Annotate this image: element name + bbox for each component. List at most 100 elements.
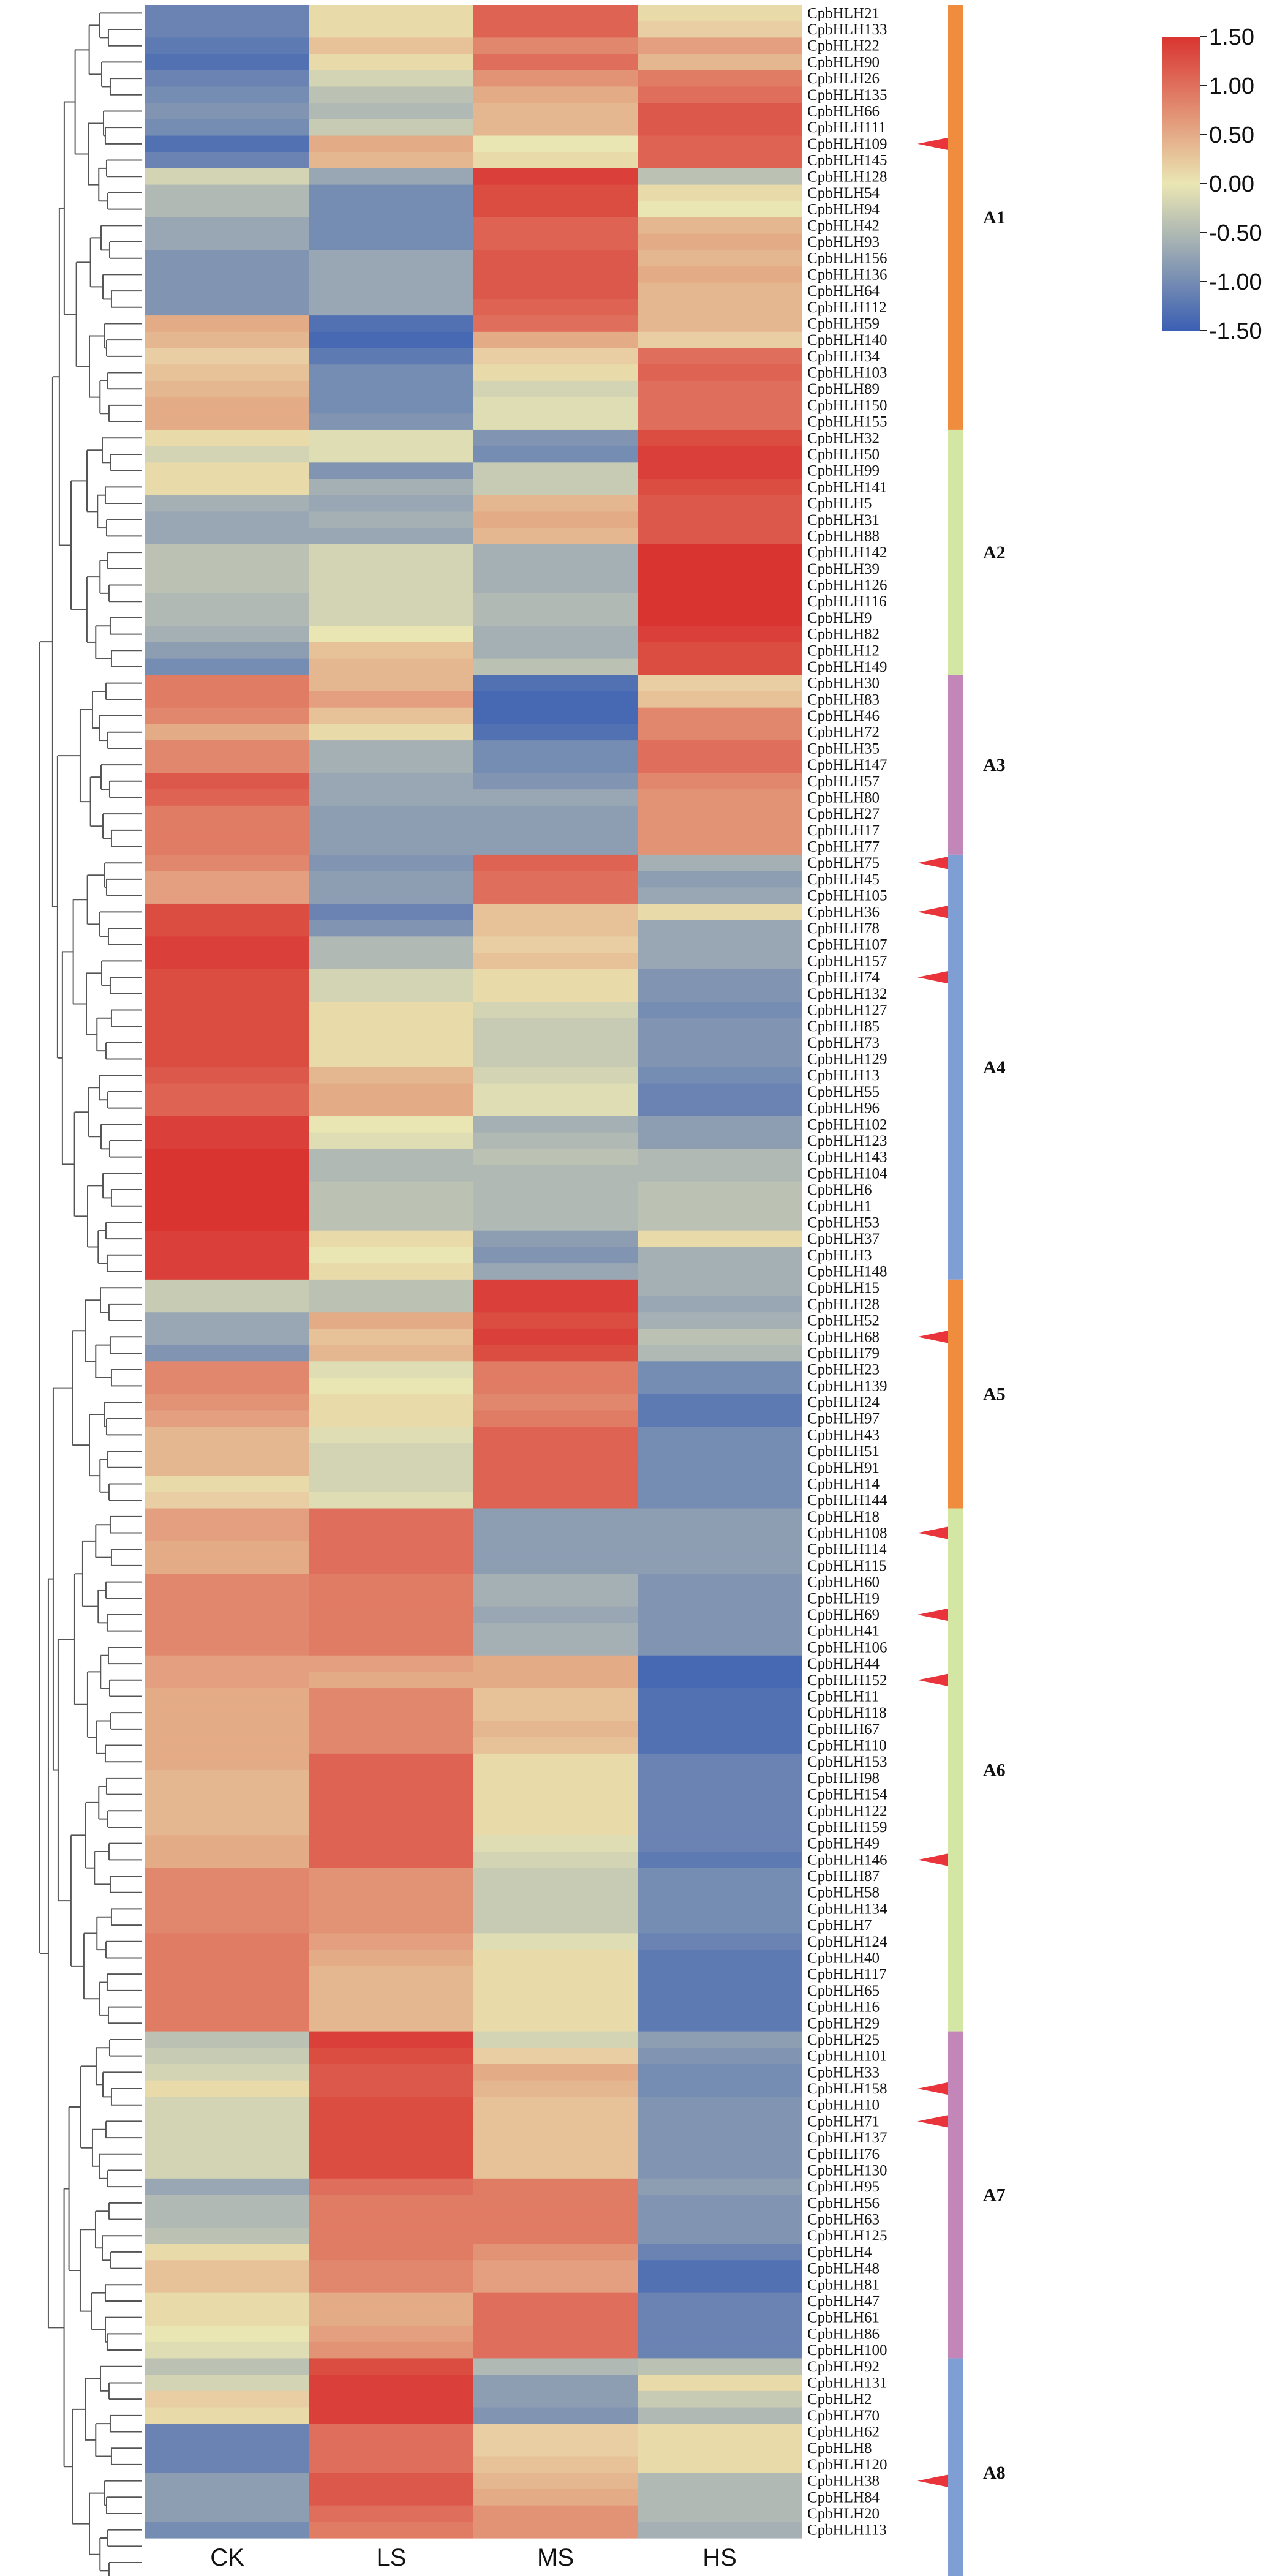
heatmap-cell [145,233,310,250]
heatmap-cell [473,773,638,790]
heatmap-cell [145,805,310,823]
heatmap-cell [473,2375,638,2392]
heatmap-cell [473,1459,638,1476]
gene-label: CpbHLH126 [807,577,887,594]
heatmap-cell [638,380,802,398]
heatmap-cell [473,315,638,332]
heatmap-cell [638,1541,802,1558]
heatmap-cell [473,1410,638,1427]
heatmap-cell [473,2292,638,2310]
heatmap-cell [638,577,802,594]
heatmap-cell [309,577,474,594]
gene-label: CpbHLH58 [807,1885,880,1901]
heatmap-cell [309,985,474,1002]
heatmap-cell [145,1230,310,1248]
heatmap-cell [309,21,474,38]
heatmap-cell [145,1067,310,1084]
legend-tick-label: -1.50 [1209,318,1262,344]
heatmap-cell [145,2522,310,2539]
heatmap-cell [638,969,802,986]
heatmap-cell [473,822,638,839]
heatmap-cell [145,691,310,708]
gene-label: CpbHLH60 [807,1574,880,1591]
highlight-arrow-icon [917,971,951,985]
heatmap-cell [309,1508,474,1525]
heatmap-cell [145,838,310,855]
heatmap-cell [638,2292,802,2310]
heatmap-cell [309,2080,474,2097]
heatmap-cell [145,773,310,790]
heatmap-cell [473,168,638,186]
heatmap-cell [309,2113,474,2130]
gene-label: CpbHLH71 [807,2113,880,2130]
heatmap-cell [473,1557,638,1574]
heatmap-cell [638,233,802,250]
heatmap-cell [638,789,802,806]
heatmap-cell [473,1508,638,1525]
heatmap-cell [638,86,802,103]
gene-label: CpbHLH85 [807,1018,880,1035]
gene-label: CpbHLH15 [807,1280,880,1296]
heatmap-cell [473,936,638,953]
gene-label: CpbHLH111 [807,119,886,136]
heatmap-cell [145,1002,310,1019]
heatmap-cell [638,1312,802,1329]
heatmap-cell [309,2341,474,2359]
heatmap-cell [145,1966,310,1983]
heatmap-cell [309,2505,474,2522]
heatmap-cell [638,315,802,332]
gene-label: CpbHLH34 [807,348,880,365]
heatmap-cell [638,2129,802,2147]
heatmap-cell [145,544,310,561]
heatmap-cell [145,2178,310,2196]
heatmap-cell [473,2195,638,2212]
heatmap-cell [309,756,474,774]
heatmap-cell [145,1688,310,1705]
heatmap-cell [473,953,638,970]
heatmap-cell [309,1051,474,1068]
gene-label: CpbHLH133 [807,21,887,38]
gene-label: CpbHLH33 [807,2064,880,2081]
heatmap-cell [145,479,310,496]
heatmap-cell [638,1328,802,1346]
heatmap-cell [145,1917,310,1934]
gene-label: CpbHLH53 [807,1214,880,1231]
gene-label: CpbHLH69 [807,1607,880,1623]
heatmap-cell [638,462,802,479]
cluster-label: A6 [983,1760,1006,1781]
heatmap-cell [638,2097,802,2114]
heatmap-cell [145,184,310,201]
heatmap-cell [638,2341,802,2359]
heatmap-cell [309,1753,474,1771]
heatmap-cell [145,2473,310,2490]
heatmap-cell [145,1181,310,1198]
heatmap-cell [638,2407,802,2424]
heatmap-cell [309,2178,474,2196]
heatmap-cell [473,838,638,855]
heatmap-cell [638,54,802,71]
gene-label: CpbHLH152 [807,1672,887,1689]
heatmap-cell [145,854,310,872]
gene-label: CpbHLH18 [807,1509,880,1525]
heatmap-cell [145,1279,310,1297]
heatmap-cell [145,1852,310,1869]
heatmap-cell [638,724,802,741]
heatmap-cell [309,1884,474,1901]
gene-label: CpbHLH147 [807,757,887,773]
heatmap-cell [638,1492,802,1509]
heatmap-cell [638,1230,802,1248]
heatmap-cell [638,21,802,38]
heatmap-cell [309,1230,474,1248]
heatmap-cell [638,985,802,1002]
heatmap-cell [473,135,638,152]
heatmap-cell [638,756,802,774]
heatmap-cell [473,626,638,643]
heatmap-cell [638,299,802,316]
heatmap-cell [145,2260,310,2277]
heatmap-cell [145,1999,310,2016]
heatmap-cell [473,1672,638,1689]
heatmap-cell [145,1508,310,1525]
gene-label: CpbHLH47 [807,2293,880,2310]
heatmap-cell [145,1525,310,1542]
heatmap-cell [309,773,474,790]
